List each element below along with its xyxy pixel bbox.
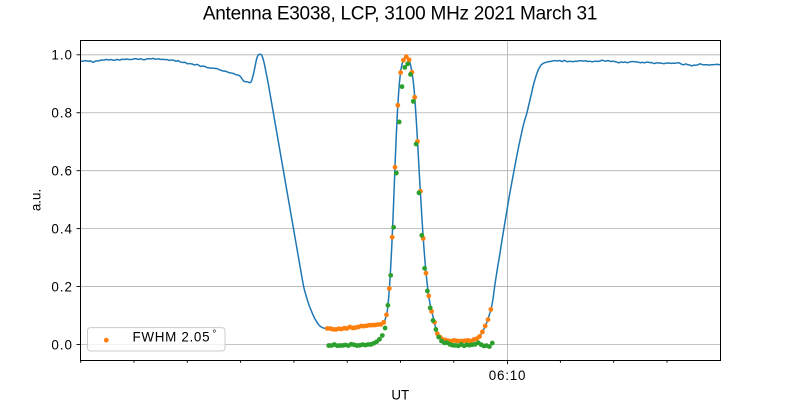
svg-text:FWHM 2.05°: FWHM 2.05 ° — [133, 329, 217, 345]
svg-text:06:10: 06:10 — [489, 368, 527, 383]
svg-text:0.2: 0.2 — [51, 279, 73, 294]
svg-text:a.u.: a.u. — [28, 189, 43, 211]
svg-text:UT: UT — [391, 388, 409, 400]
svg-text:1.0: 1.0 — [51, 48, 73, 63]
svg-text:0.4: 0.4 — [51, 221, 73, 236]
svg-text:0.0: 0.0 — [51, 337, 73, 352]
svg-text:0.8: 0.8 — [51, 106, 73, 121]
svg-text:0.6: 0.6 — [51, 163, 73, 178]
svg-text:Antenna E3038, LCP, 3100 MHz 2: Antenna E3038, LCP, 3100 MHz 2021 March … — [203, 3, 597, 24]
